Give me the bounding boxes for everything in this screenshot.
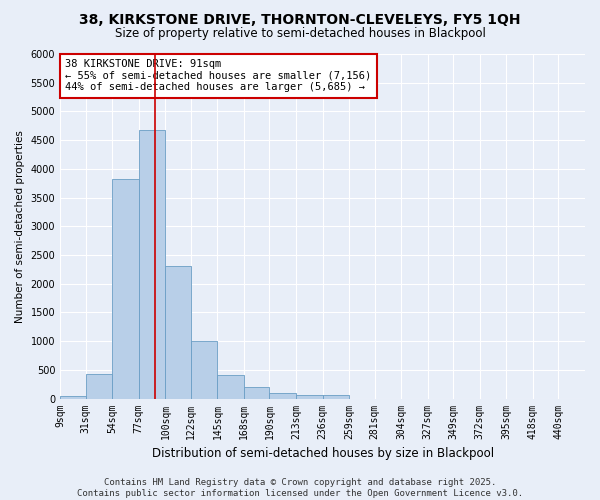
Text: Size of property relative to semi-detached houses in Blackpool: Size of property relative to semi-detach… (115, 28, 485, 40)
Bar (217, 375, 244, 398)
Text: 38 KIRKSTONE DRIVE: 91sqm
← 55% of semi-detached houses are smaller (7,156)
44% : 38 KIRKSTONE DRIVE: 91sqm ← 55% of semi-… (65, 59, 371, 92)
Bar (244, 387, 269, 398)
Bar (60, 396, 86, 398)
Bar (86, 374, 112, 398)
Bar (191, 341, 217, 398)
Text: 38, KIRKSTONE DRIVE, THORNTON-CLEVELEYS, FY5 1QH: 38, KIRKSTONE DRIVE, THORNTON-CLEVELEYS,… (79, 12, 521, 26)
Y-axis label: Number of semi-detached properties: Number of semi-detached properties (15, 130, 25, 322)
Bar (269, 393, 296, 398)
Bar (112, 179, 139, 398)
X-axis label: Distribution of semi-detached houses by size in Blackpool: Distribution of semi-detached houses by … (152, 447, 494, 460)
Bar (296, 394, 323, 398)
Bar (323, 394, 349, 398)
Bar (139, 130, 166, 398)
Text: Contains HM Land Registry data © Crown copyright and database right 2025.
Contai: Contains HM Land Registry data © Crown c… (77, 478, 523, 498)
Bar (166, 266, 191, 398)
